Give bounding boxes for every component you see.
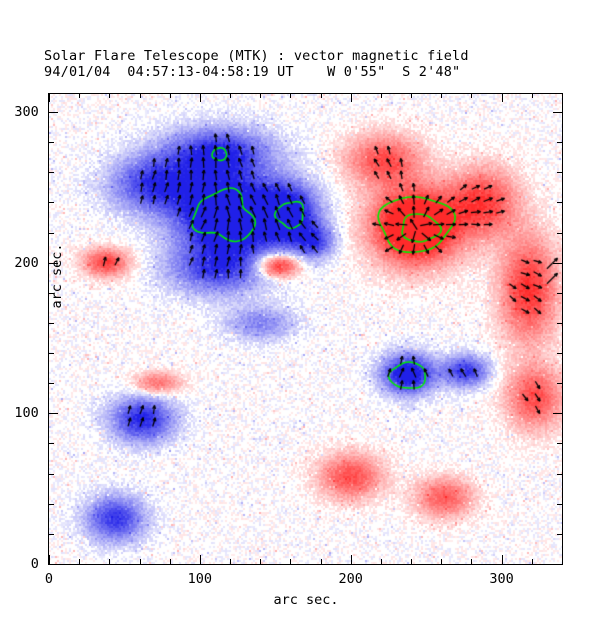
y-tick-right <box>557 443 562 445</box>
x-tick <box>49 555 50 564</box>
y-tick <box>49 533 54 535</box>
magnetogram-canvas <box>49 94 562 564</box>
x-tick <box>531 559 533 564</box>
x-tick <box>350 555 352 564</box>
figure-title-line1: Solar Flare Telescope (MTK) : vector mag… <box>44 48 469 64</box>
y-tick <box>49 564 58 565</box>
y-tick-right <box>553 413 562 415</box>
x-tick-top <box>49 93 50 102</box>
y-tick-right <box>557 232 562 234</box>
x-tick-top <box>441 93 443 98</box>
y-tick-right <box>553 262 562 264</box>
x-tick-top <box>350 93 352 102</box>
y-tick <box>49 503 54 505</box>
x-tick-label: 0 <box>44 571 54 587</box>
y-tick-right <box>553 564 562 565</box>
y-axis-label: arc sec. <box>49 243 65 309</box>
x-tick <box>169 559 171 564</box>
y-tick <box>49 262 58 264</box>
x-tick-top <box>562 93 563 98</box>
x-tick <box>380 559 382 564</box>
x-tick <box>199 555 201 564</box>
x-tick <box>471 559 473 564</box>
x-tick <box>290 559 292 564</box>
y-tick <box>49 413 58 415</box>
y-tick-right <box>557 142 562 144</box>
y-tick-right <box>557 292 562 294</box>
x-tick-label: 200 <box>338 571 363 587</box>
y-tick-label: 200 <box>14 254 39 271</box>
x-tick <box>109 559 111 564</box>
x-tick-top <box>411 93 413 98</box>
y-tick-right <box>553 112 562 114</box>
x-tick-top <box>199 93 201 102</box>
y-tick <box>49 112 58 114</box>
y-tick <box>49 322 54 324</box>
x-tick <box>139 559 141 564</box>
x-tick-top <box>501 93 503 102</box>
x-tick-top <box>320 93 322 98</box>
y-tick-right <box>557 172 562 174</box>
x-tick <box>441 559 443 564</box>
y-tick <box>49 142 54 144</box>
x-tick-label: 100 <box>187 571 212 587</box>
x-tick <box>501 555 503 564</box>
y-tick <box>49 292 54 294</box>
y-tick-right <box>557 202 562 204</box>
x-tick <box>79 559 81 564</box>
y-tick <box>49 232 54 234</box>
y-tick-label: 300 <box>14 104 39 121</box>
x-tick-top <box>109 93 111 98</box>
y-tick-label: 100 <box>14 405 39 422</box>
y-tick <box>49 353 54 355</box>
x-tick <box>230 559 232 564</box>
x-tick <box>562 559 563 564</box>
y-tick-right <box>557 473 562 475</box>
y-tick-label: 0 <box>30 556 39 572</box>
x-tick-top <box>290 93 292 98</box>
plot-area <box>48 93 563 565</box>
x-tick-top <box>230 93 232 98</box>
x-tick <box>320 559 322 564</box>
y-tick <box>49 443 54 445</box>
x-tick-top <box>471 93 473 98</box>
x-tick <box>411 559 413 564</box>
y-tick <box>49 172 54 174</box>
y-tick-right <box>557 383 562 385</box>
x-tick-label: 300 <box>489 571 514 587</box>
y-tick-right <box>557 353 562 355</box>
x-tick-top <box>79 93 81 98</box>
figure-subtitle-line2: 94/01/04 04:57:13-04:58:19 UT W 0'55" S … <box>44 64 461 80</box>
x-axis-label: arc sec. <box>273 592 339 608</box>
y-tick-right <box>557 533 562 535</box>
x-tick-top <box>380 93 382 98</box>
x-tick-top <box>139 93 141 98</box>
x-tick <box>260 559 262 564</box>
x-tick-top <box>260 93 262 98</box>
y-tick-right <box>557 322 562 324</box>
x-tick-top <box>169 93 171 98</box>
y-tick <box>49 473 54 475</box>
x-tick-top <box>531 93 533 98</box>
y-tick <box>49 202 54 204</box>
y-tick-right <box>557 503 562 505</box>
y-tick <box>49 383 54 385</box>
